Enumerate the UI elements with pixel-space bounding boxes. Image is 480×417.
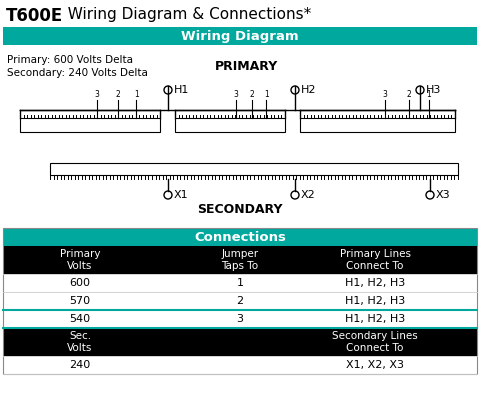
Text: 2: 2	[116, 90, 120, 99]
Text: Primary: 600 Volts Delta: Primary: 600 Volts Delta	[7, 55, 133, 65]
Text: X1: X1	[174, 190, 189, 200]
Text: H3: H3	[426, 85, 442, 95]
Text: 1: 1	[264, 90, 269, 99]
Bar	[3, 310, 477, 328]
Text: T600E: T600E	[6, 7, 63, 25]
Text: 2: 2	[237, 296, 243, 306]
Bar	[3, 356, 477, 374]
Bar	[175, 118, 285, 132]
Text: Wiring Diagram & Connections*: Wiring Diagram & Connections*	[58, 7, 311, 22]
Bar	[3, 292, 477, 310]
Text: Wiring Diagram: Wiring Diagram	[181, 30, 299, 43]
Text: Secondary Lines
Connect To: Secondary Lines Connect To	[332, 331, 418, 353]
Text: H2: H2	[301, 85, 316, 95]
Text: 540: 540	[70, 314, 91, 324]
Bar	[50, 163, 458, 175]
Text: 1: 1	[426, 90, 431, 99]
Bar	[300, 118, 455, 132]
Text: 570: 570	[70, 296, 91, 306]
Text: 3: 3	[95, 90, 99, 99]
Bar	[20, 118, 160, 132]
Text: 1: 1	[237, 278, 243, 288]
Text: H1: H1	[174, 85, 190, 95]
Text: Primary
Volts: Primary Volts	[60, 249, 100, 271]
Text: Sec.
Volts: Sec. Volts	[67, 331, 93, 353]
Text: Secondary: 240 Volts Delta: Secondary: 240 Volts Delta	[7, 68, 148, 78]
Text: H1, H2, H3: H1, H2, H3	[345, 278, 405, 288]
Bar	[3, 246, 477, 274]
Text: 240: 240	[70, 360, 91, 370]
Text: SECONDARY: SECONDARY	[197, 203, 283, 216]
Bar	[3, 328, 477, 356]
Text: 1: 1	[134, 90, 139, 99]
Text: H1, H2, H3: H1, H2, H3	[345, 314, 405, 324]
Text: Connections: Connections	[194, 231, 286, 244]
Text: 2: 2	[406, 90, 411, 99]
Text: X3: X3	[436, 190, 451, 200]
Text: H1, H2, H3: H1, H2, H3	[345, 296, 405, 306]
Text: 600: 600	[70, 278, 91, 288]
Bar	[3, 228, 477, 246]
Text: 3: 3	[383, 90, 388, 99]
Text: 3: 3	[233, 90, 238, 99]
Bar	[3, 27, 477, 45]
Text: X1, X2, X3: X1, X2, X3	[346, 360, 404, 370]
Text: X2: X2	[301, 190, 316, 200]
Text: PRIMARY: PRIMARY	[215, 60, 278, 73]
Text: Jumper
Taps To: Jumper Taps To	[221, 249, 259, 271]
Text: 2: 2	[250, 90, 254, 99]
Text: 3: 3	[237, 314, 243, 324]
Bar	[3, 274, 477, 292]
Text: Primary Lines
Connect To: Primary Lines Connect To	[339, 249, 410, 271]
Bar	[3, 228, 477, 374]
